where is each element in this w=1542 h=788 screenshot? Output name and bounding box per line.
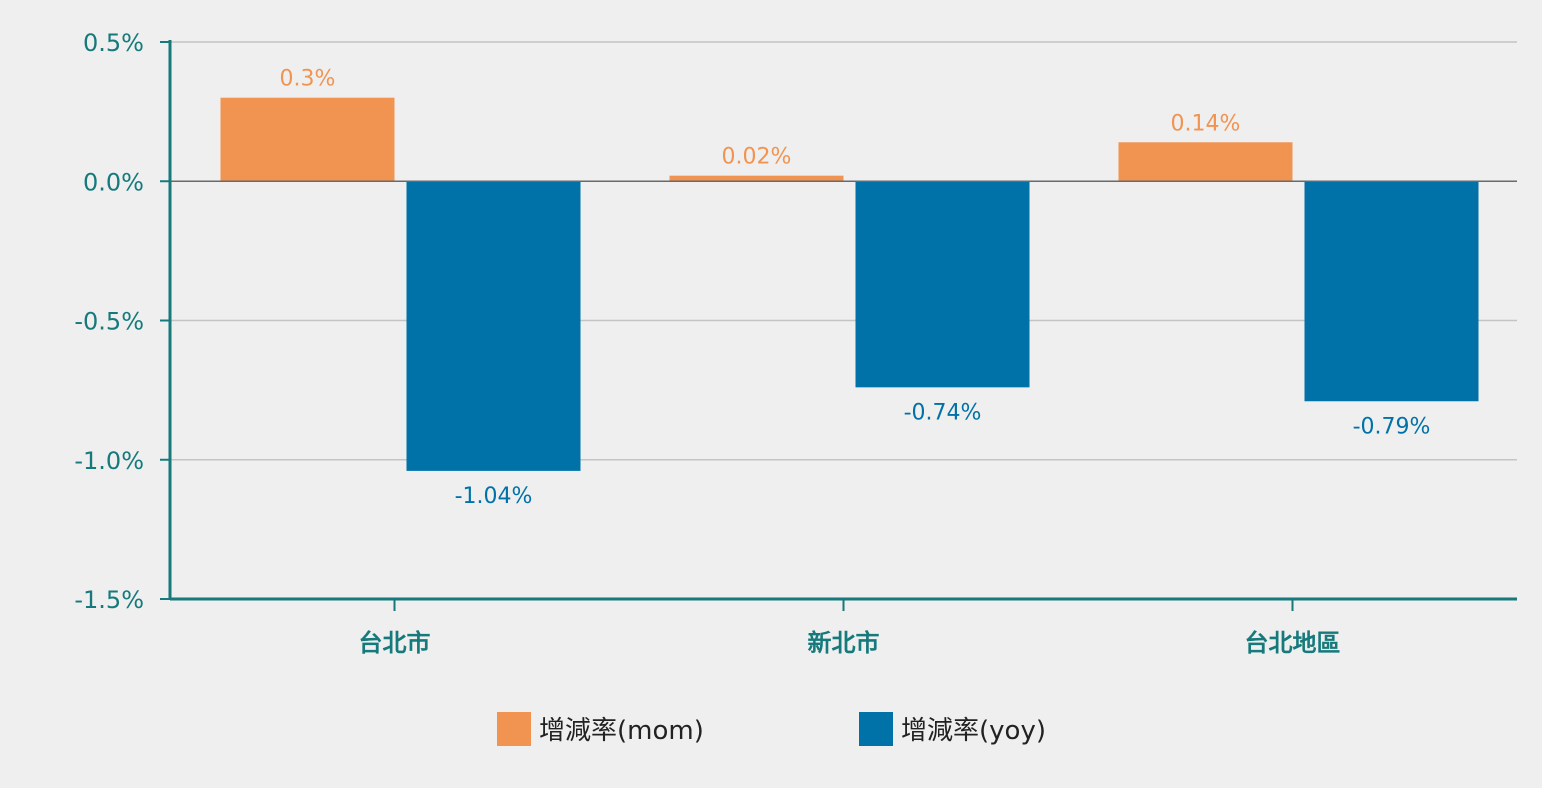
- legend-label: 增減率(yoy): [901, 716, 1046, 746]
- y-tick-label: 0.0%: [83, 168, 144, 196]
- x-category-label: 台北地區: [1245, 629, 1341, 657]
- data-label: 0.02%: [722, 145, 792, 170]
- data-label: 0.14%: [1171, 111, 1241, 136]
- data-label: -1.04%: [455, 484, 533, 509]
- bar-yoy: [855, 181, 1030, 388]
- y-tick-label: -0.5%: [74, 308, 144, 336]
- x-category-label: 新北市: [808, 629, 880, 657]
- bar-yoy: [406, 181, 581, 471]
- legend-swatch: [497, 712, 531, 746]
- bar-mom: [669, 175, 844, 182]
- data-label: -0.74%: [904, 400, 982, 425]
- bar-yoy: [1304, 181, 1479, 402]
- bar-mom: [1118, 142, 1293, 182]
- legend-swatch: [859, 712, 893, 746]
- y-tick-label: -1.5%: [74, 586, 144, 614]
- legend-label: 增減率(mom): [539, 716, 704, 746]
- y-tick-label: -1.0%: [74, 447, 144, 475]
- data-label: -0.79%: [1353, 414, 1431, 439]
- y-tick-label: 0.5%: [83, 29, 144, 57]
- data-label: 0.3%: [280, 67, 336, 92]
- bar-mom: [220, 97, 395, 182]
- x-category-label: 台北市: [359, 629, 431, 657]
